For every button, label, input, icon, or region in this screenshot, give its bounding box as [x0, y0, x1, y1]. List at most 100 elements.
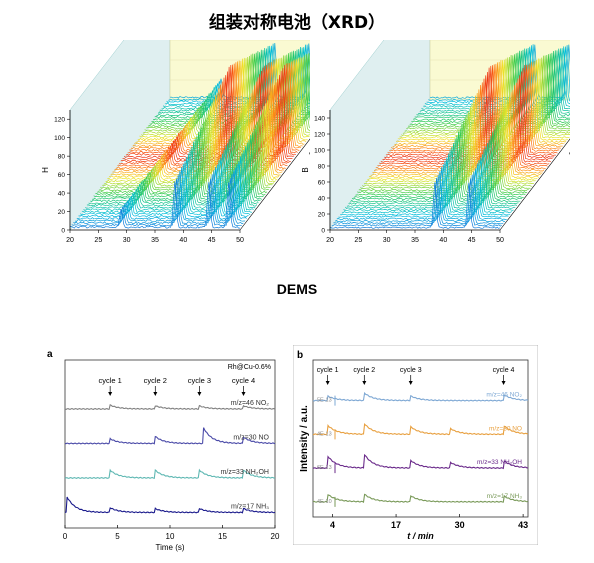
dems-cycle-arrow-head: [197, 392, 202, 396]
dems-x-tick-label: 10: [166, 532, 175, 541]
dems-cycle-label: cycle 1: [317, 367, 339, 374]
xrd-trace: [329, 182, 501, 229]
dems-scale-label: 5E-13: [317, 398, 332, 404]
dems-series-line: [312, 493, 529, 503]
xrd-z-axis: [499, 138, 570, 231]
dems-x-tick-label: 4: [330, 520, 335, 530]
dems-cycle-arrow-head: [325, 381, 330, 385]
xrd-x-tick-label: 35: [411, 237, 419, 244]
xrd-trace: [370, 95, 541, 176]
dems-annotation: Rh@Cu-0.6%: [228, 364, 271, 371]
dems-series-label: m/z=33 NH₂OH: [477, 459, 522, 466]
dems-x-tick-label: 17: [391, 520, 401, 530]
xrd-y-tick-label: 40: [58, 191, 66, 198]
xrd-y-tick-label: 40: [318, 196, 326, 203]
xrd-y-tick-label: 80: [318, 164, 326, 171]
xrd-trace: [73, 173, 244, 225]
dems-scale-label: 4E-13: [317, 431, 332, 437]
xrd-x-tick-label: 20: [66, 237, 74, 244]
dems-x-axis-label: Time (s): [155, 543, 184, 552]
dems-scale-label: 4E-10: [317, 499, 332, 505]
panel-b-border: [293, 345, 538, 545]
xrd-z-axis-label: Z值: [567, 150, 570, 164]
dems-series-line: [312, 391, 529, 402]
dems-series-line: [312, 453, 529, 470]
xrd-y-tick-label: 0: [321, 228, 325, 235]
xrd-trace: [76, 166, 247, 220]
xrd-trace: [341, 157, 513, 214]
dems-series-label: m/z=46 NO₂: [231, 400, 270, 407]
panel-label-b: b: [297, 350, 303, 361]
xrd-x-tick-label: 40: [179, 237, 187, 244]
dems-x-tick-label: 15: [218, 532, 227, 541]
dems-cycle-label: cycle 4: [493, 367, 515, 374]
xrd-x-tick-label: 50: [496, 237, 504, 244]
dems-series-line: [64, 403, 276, 411]
xrd-trace: [331, 177, 502, 227]
xrd-x-tick-label: 30: [123, 237, 131, 244]
xrd-y-tick-label: 80: [58, 154, 66, 161]
xrd-trace: [368, 99, 540, 179]
xrd-trace: [363, 111, 534, 185]
xrd-y-tick-label: 0: [61, 228, 65, 235]
dems-cycle-label: cycle 2: [353, 367, 375, 374]
xrd-trace: [367, 103, 538, 181]
dems-series-label: m/z=30 NO: [233, 434, 269, 441]
dems-cycle-label: cycle 3: [400, 367, 422, 374]
xrd-trace: [69, 181, 240, 229]
xrd-trace: [85, 149, 256, 209]
xrd-trace: [71, 177, 242, 227]
xrd-trace: [346, 146, 518, 207]
xrd-x-tick-label: 45: [468, 237, 476, 244]
xrd-trace: [334, 171, 506, 223]
dems-series-label: m/z=17 NH₃: [487, 493, 523, 500]
xrd-y-tick-label: 100: [54, 135, 65, 142]
xrd-z-axis: [239, 138, 310, 231]
xrd-trace: [365, 106, 536, 183]
xrd-x-tick-label: 30: [383, 237, 391, 244]
xrd-y-tick-label: 120: [314, 132, 325, 139]
dems-cycle-arrow-head: [108, 392, 113, 396]
xrd-trace: [78, 163, 249, 218]
xrd-trace: [343, 153, 514, 212]
xrd-y-axis-label: B: [301, 167, 310, 172]
dems-cycle-arrow-head: [153, 392, 158, 396]
dems-series-label: m/z=33 NH₂OH: [221, 469, 269, 476]
xrd-x-tick-label: 50: [236, 237, 244, 244]
xrd-trace: [75, 170, 246, 223]
dems-panel-b: b m/z=46 NO₂ 5E-13 m/z=30 NO 4E-13 m/z=33 NH₂…: [293, 345, 538, 545]
xrd-x-tick-label: 25: [354, 237, 362, 244]
xrd-trace: [358, 121, 529, 192]
dems-series-label: m/z=30 NO: [489, 425, 522, 432]
xrd-y-tick-label: 60: [318, 180, 326, 187]
xrd-y-tick-label: 140: [314, 116, 325, 123]
dems-x-tick-label: 43: [518, 520, 528, 530]
xrd-trace: [340, 159, 511, 216]
xrd-trace: [338, 163, 509, 218]
dems-section-title: DEMS: [276, 281, 318, 297]
dems-x-tick-label: 20: [271, 532, 280, 541]
xrd-y-tick-label: 100: [314, 148, 325, 155]
dems-scale-label: 6E-13: [317, 465, 332, 471]
xrd-trace: [372, 92, 543, 174]
xrd-section-title: 组装对称电池（XRD）: [208, 13, 386, 33]
dems-cycle-arrow-head: [241, 392, 246, 396]
xrd-trace: [333, 174, 504, 225]
xrd-x-tick-label: 40: [439, 237, 447, 244]
xrd-y-axis-label: H: [41, 167, 50, 173]
dems-frame: [312, 359, 529, 518]
xrd-trace: [345, 149, 516, 209]
xrd-trace: [355, 128, 526, 196]
xrd-y-tick-label: 20: [58, 209, 66, 216]
xrd-trace: [361, 113, 533, 188]
xrd-trace: [80, 159, 251, 216]
dems-cycle-arrow-head: [501, 381, 506, 385]
xrd-y-tick-label: 20: [318, 212, 326, 219]
dems-series-line: [312, 423, 529, 436]
dems-cycle-arrow-head: [408, 381, 413, 385]
dems-x-tick-label: 30: [455, 520, 465, 530]
dems-x-axis-label: t / min: [407, 531, 434, 541]
dems-cycle-arrow-head: [362, 381, 367, 385]
dems-cycle-label: cycle 2: [144, 376, 167, 385]
